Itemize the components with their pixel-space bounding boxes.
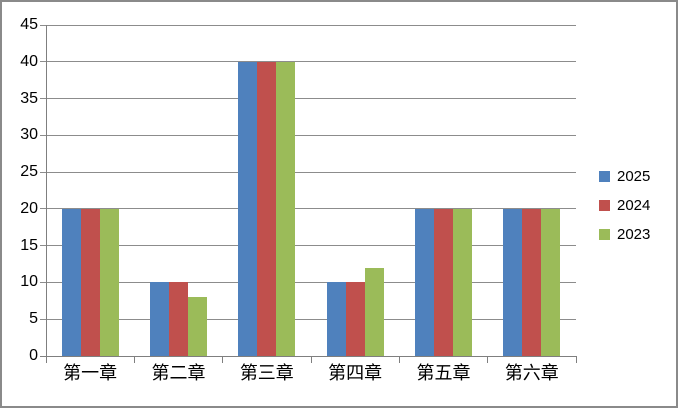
x-axis-category-label: 第四章 — [328, 363, 383, 383]
bar-2025-第五章[interactable] — [415, 208, 434, 356]
gridline-30 — [40, 134, 576, 136]
gridline-20 — [40, 208, 576, 210]
legend-item-2023[interactable]: 2023 — [599, 226, 650, 243]
y-axis-tick-label: 25 — [20, 163, 38, 181]
bar-2025-第六章[interactable] — [503, 208, 523, 356]
bar-2023-第三章[interactable] — [276, 61, 296, 356]
legend-label-2023: 2023 — [617, 226, 651, 243]
bar-2025-第二章[interactable] — [150, 282, 169, 356]
legend-item-2024[interactable]: 2024 — [599, 197, 650, 214]
gridline-15 — [40, 245, 576, 247]
bar-2024-第六章[interactable] — [522, 208, 542, 356]
gridline-10 — [40, 281, 576, 283]
bar-2023-第六章[interactable] — [541, 208, 561, 356]
y-axis-tick-label: 5 — [29, 310, 38, 328]
x-axis-category-label: 第二章 — [151, 363, 206, 383]
x-axis-tick — [575, 356, 577, 363]
y-axis-tick-label: 35 — [20, 89, 38, 107]
bar-2025-第一章[interactable] — [61, 208, 81, 356]
bar-2023-第一章[interactable] — [99, 208, 119, 356]
legend-swatch-2023 — [599, 229, 610, 240]
bar-2024-第三章[interactable] — [257, 61, 277, 356]
gridline-35 — [40, 98, 576, 100]
gridline-5 — [40, 318, 576, 320]
x-axis-category-label: 第六章 — [504, 363, 559, 383]
bar-2024-第五章[interactable] — [434, 208, 453, 356]
x-axis-category-label: 第一章 — [63, 363, 118, 383]
x-axis-tick — [133, 356, 135, 363]
y-axis-tick-label: 0 — [29, 347, 38, 364]
bar-2025-第四章[interactable] — [326, 282, 346, 356]
x-axis-tick — [398, 356, 400, 363]
bar-2024-第一章[interactable] — [80, 208, 100, 356]
bar-2025-第三章[interactable] — [238, 61, 258, 356]
x-axis-category-label: 第三章 — [239, 363, 294, 383]
y-axis-tick-label: 40 — [20, 52, 38, 70]
bar-2023-第四章[interactable] — [364, 267, 384, 356]
legend-item-2025[interactable]: 2025 — [599, 168, 650, 185]
legend-label-2024: 2024 — [617, 197, 651, 214]
x-axis-tick — [310, 356, 312, 363]
y-axis-tick-label: 45 — [20, 16, 38, 33]
x-axis-tick — [222, 356, 224, 363]
gridline-45 — [40, 24, 576, 26]
y-axis-tick-label: 30 — [20, 126, 38, 144]
x-axis-category-label: 第五章 — [416, 363, 471, 383]
bar-2023-第五章[interactable] — [453, 208, 472, 356]
legend-swatch-2024 — [599, 200, 610, 211]
bar-2023-第二章[interactable] — [188, 297, 207, 356]
y-axis-tick-label: 15 — [20, 236, 38, 254]
legend-swatch-2025 — [599, 171, 610, 182]
y-axis-tick-label: 10 — [20, 273, 38, 291]
x-axis-line — [40, 355, 576, 357]
bar-2024-第二章[interactable] — [169, 282, 188, 356]
gridline-25 — [40, 171, 576, 173]
bar-2024-第四章[interactable] — [345, 282, 365, 356]
y-axis-tick-label: 20 — [20, 199, 38, 217]
legend-label-2025: 2025 — [617, 168, 651, 185]
y-axis-line — [45, 25, 47, 363]
x-axis-tick — [45, 356, 47, 363]
x-axis-tick — [487, 356, 489, 363]
gridline-40 — [40, 61, 576, 63]
